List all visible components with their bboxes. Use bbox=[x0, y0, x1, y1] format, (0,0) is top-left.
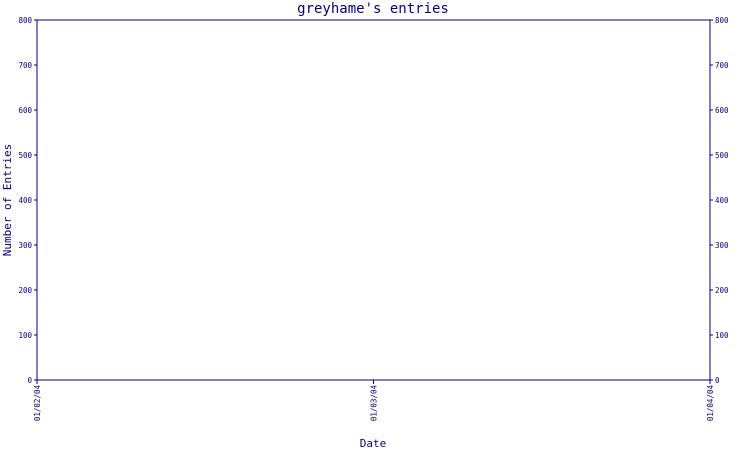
y-tick-label-right: 600 bbox=[715, 106, 729, 115]
y-tick-label-left: 700 bbox=[18, 61, 32, 70]
y-tick-label-right: 800 bbox=[715, 16, 729, 25]
y-tick-label-right: 700 bbox=[715, 61, 729, 70]
plot-area-frame bbox=[36, 19, 711, 381]
x-tick-label: 01/02/04 bbox=[33, 385, 42, 422]
x-axis: 01/02/04 01/03/04 01/04/04 bbox=[33, 380, 715, 421]
y-tick-label-left: 600 bbox=[18, 106, 32, 115]
y-tick-label-left: 0 bbox=[27, 376, 32, 385]
y-tick-label-right: 400 bbox=[715, 196, 729, 205]
y-tick-label-right: 200 bbox=[715, 286, 729, 295]
x-axis-label: Date bbox=[360, 437, 387, 450]
y-tick-label-right: 300 bbox=[715, 241, 729, 250]
y-tick-label-right: 100 bbox=[715, 331, 729, 340]
y-axis-left: 0 100 200 300 400 500 600 700 800 bbox=[18, 16, 37, 385]
y-tick-label-left: 400 bbox=[18, 196, 32, 205]
y-tick-label-left: 200 bbox=[18, 286, 32, 295]
y-tick-label-right: 500 bbox=[715, 151, 729, 160]
x-tick-label: 01/04/04 bbox=[706, 385, 715, 422]
y-tick-label-left: 100 bbox=[18, 331, 32, 340]
chart-title: greyhame's entries bbox=[297, 1, 449, 17]
x-tick-label: 01/03/04 bbox=[370, 385, 379, 422]
y-tick-label-left: 300 bbox=[18, 241, 32, 250]
y-axis-label: Number of Entries bbox=[1, 144, 14, 257]
y-tick-label-right: 0 bbox=[715, 376, 720, 385]
y-axis-right: 0 100 200 300 400 500 600 700 800 bbox=[710, 16, 729, 385]
y-tick-label-left: 800 bbox=[18, 16, 32, 25]
y-tick-label-left: 500 bbox=[18, 151, 32, 160]
